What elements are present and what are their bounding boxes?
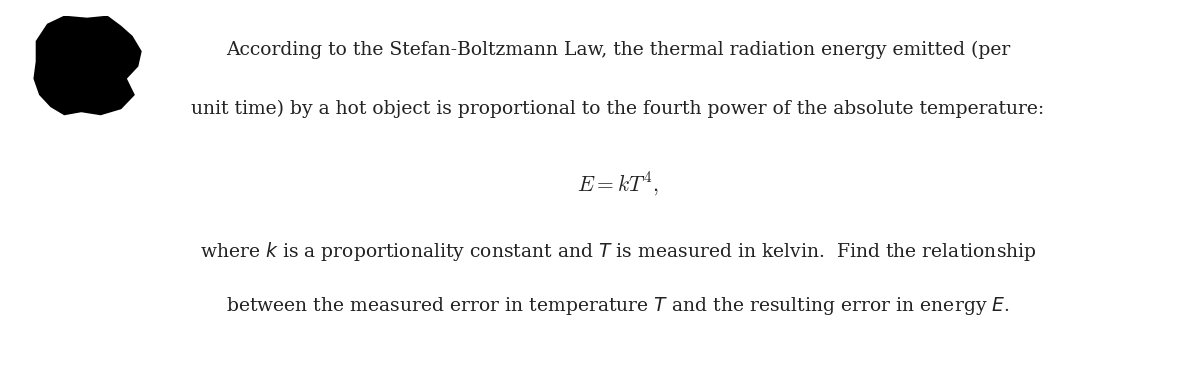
Text: unit time) by a hot object is proportional to the fourth power of the absolute t: unit time) by a hot object is proportion… [192, 100, 1044, 118]
PathPatch shape [34, 16, 142, 115]
Text: According to the Stefan-Boltzmann Law, the thermal radiation energy emitted (per: According to the Stefan-Boltzmann Law, t… [226, 41, 1010, 59]
Text: between the measured error in temperature $T$ and the resulting error in energy : between the measured error in temperatur… [227, 295, 1009, 317]
Text: $E = kT^4,$: $E = kT^4,$ [577, 170, 659, 197]
Text: where $k$ is a proportionality constant and $T$ is measured in kelvin.  Find the: where $k$ is a proportionality constant … [199, 240, 1037, 264]
